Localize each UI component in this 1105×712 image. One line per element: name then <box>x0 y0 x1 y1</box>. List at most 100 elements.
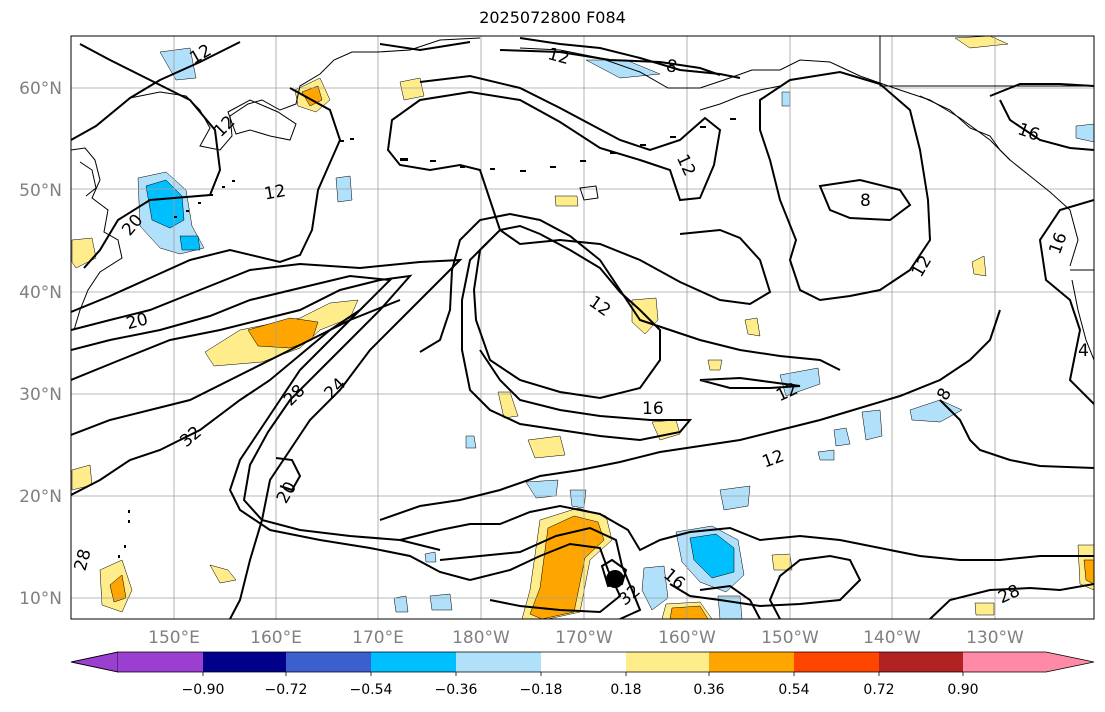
orange-patch <box>529 515 605 619</box>
yellow-patch <box>399 77 425 101</box>
contour-line <box>71 274 441 551</box>
lon-label: 160°E <box>250 628 302 648</box>
blue-patch <box>179 235 201 251</box>
contour-line <box>699 584 761 619</box>
colorbar-tick-label: 0.90 <box>947 682 978 698</box>
colorbar-tick-label: 0.72 <box>863 682 894 698</box>
contour-line <box>71 41 241 141</box>
yellow-patch <box>527 435 566 459</box>
contour-line <box>469 542 622 614</box>
colorbar-swatch <box>203 652 286 672</box>
contour-line <box>999 99 1094 151</box>
colorbar-tick-label: −0.72 <box>265 682 308 698</box>
contour-line <box>519 37 741 79</box>
colorbar-swatch <box>286 652 371 672</box>
yellow-patch <box>209 564 237 584</box>
yellow-patch <box>971 255 987 277</box>
colorbar-swatch <box>118 652 203 672</box>
colorbar-swatch <box>709 652 794 672</box>
map-frame <box>70 35 1095 620</box>
colorbar-max-extend <box>963 652 1094 672</box>
contour-line <box>818 178 912 222</box>
contour-line <box>989 83 1094 97</box>
orange-patch <box>1083 559 1094 585</box>
orange-patch <box>669 605 709 619</box>
lon-label: 180°W <box>452 628 510 648</box>
storm-center-dot <box>606 570 624 588</box>
contour-line <box>759 70 932 302</box>
colorbar-swatch <box>541 652 626 672</box>
contour-line <box>71 309 361 496</box>
contour-label: 4 <box>1078 341 1089 361</box>
lightblue-patch <box>817 449 835 461</box>
anomaly-shading <box>71 36 1094 619</box>
lat-label: 10°N <box>19 589 62 609</box>
lightblue-patch <box>465 435 477 449</box>
yellow-patch <box>497 391 519 419</box>
colorbar-min-extend <box>70 651 119 673</box>
colorbar-tick-label: 0.54 <box>778 682 809 698</box>
colorbar-tick-label: −0.90 <box>182 682 225 698</box>
yellow-patch <box>554 195 579 207</box>
colorbar-outline <box>70 651 1095 673</box>
lat-label: 30°N <box>19 385 62 405</box>
contour-line <box>499 49 721 76</box>
contour-line <box>71 87 342 313</box>
contour-line <box>275 457 302 492</box>
contour-line <box>71 274 471 581</box>
contour-line <box>419 212 841 371</box>
lon-label: 150°W <box>761 628 819 648</box>
contour-line <box>386 74 772 306</box>
contour-line <box>939 399 1094 469</box>
lightblue-patch <box>429 593 453 611</box>
colorbar-swatch <box>794 652 879 672</box>
lightblue-patch <box>833 427 851 447</box>
lightblue-patch <box>1075 123 1094 143</box>
contour-line <box>399 504 1094 561</box>
lightblue-patch <box>719 485 751 511</box>
latitude-labels: 60°N 50°N 40°N 30°N 20°N 10°N <box>19 79 62 609</box>
lon-label: 130°W <box>966 628 1024 648</box>
lightblue-patch <box>393 595 409 613</box>
lightblue-patch <box>909 399 963 423</box>
lon-label: 150°E <box>148 628 200 648</box>
lon-label: 140°W <box>863 628 921 648</box>
colorbar-swatch <box>371 652 456 672</box>
colorbar-tick-label: −0.54 <box>350 682 393 698</box>
contour-line <box>472 224 661 400</box>
lon-label: 170°W <box>555 628 613 648</box>
map-title: 2025072800 F084 <box>479 8 626 27</box>
contour-label: 8 <box>860 191 871 211</box>
longitude-labels: 150°E 160°E 170°E 180°W 170°W 160°W 150°… <box>148 628 1024 648</box>
yellow-patch <box>707 359 723 371</box>
colorbar-tick-label: −0.36 <box>435 682 478 698</box>
lat-label: 60°N <box>19 79 62 99</box>
yellow-patch <box>744 317 761 337</box>
blue-patch <box>689 533 735 579</box>
lightblue-patch <box>641 565 669 611</box>
contour-line <box>379 309 1001 521</box>
contour-label: 12 <box>263 181 288 204</box>
lightblue-patch <box>861 409 883 441</box>
colorbar-tick-label: −0.18 <box>520 682 563 698</box>
yellow-patch <box>974 602 995 616</box>
colorbar-tick-label: 0.18 <box>610 682 641 698</box>
colorbar: −0.90 −0.72 −0.54 −0.36 −0.18 0.18 0.36 … <box>70 651 1095 698</box>
colorbar-swatch <box>456 652 541 672</box>
lightblue-patch <box>781 91 791 107</box>
contour-line <box>461 239 693 442</box>
yellow-patch <box>771 553 793 571</box>
colorbar-swatch <box>626 652 709 672</box>
colorbar-swatch <box>879 652 963 672</box>
contour-line <box>1038 199 1094 405</box>
contours <box>71 37 1094 619</box>
lon-label: 160°W <box>658 628 716 648</box>
lat-label: 50°N <box>19 181 62 201</box>
contour-line <box>439 526 642 619</box>
contour-line <box>669 554 862 619</box>
lightblue-patch <box>424 551 437 563</box>
map-area: 12 12 8 12 12 20 16 8 12 20 12 16 28 24 … <box>71 36 1094 619</box>
contour-line <box>79 43 222 269</box>
contour-line <box>71 258 463 619</box>
